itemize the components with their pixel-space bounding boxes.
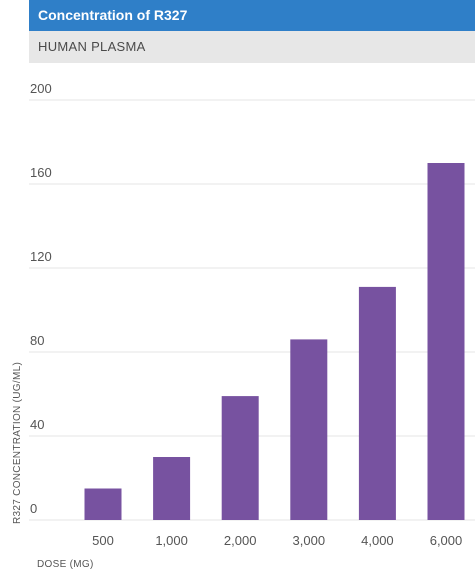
y-tick-label: 200 <box>30 81 52 96</box>
bar <box>290 339 328 520</box>
x-tick-label: 3,000 <box>293 533 326 548</box>
y-tick-label: 40 <box>30 417 44 432</box>
bar <box>427 163 465 520</box>
y-tick-label: 160 <box>30 165 52 180</box>
bar <box>221 396 259 520</box>
y-tick-label: 120 <box>30 249 52 264</box>
bar <box>153 457 191 520</box>
y-axis-label: R327 CONCENTRATION (UG/ML) <box>12 362 23 524</box>
y-tick-label: 0 <box>30 501 37 516</box>
bar <box>358 286 396 520</box>
x-tick-label: 6,000 <box>430 533 463 548</box>
x-tick-label: 500 <box>92 533 114 548</box>
chart-subtitle: HUMAN PLASMA <box>29 31 475 63</box>
bars <box>84 163 465 520</box>
y-tick-label: 80 <box>30 333 44 348</box>
x-axis-label: DOSE (MG) <box>37 559 94 570</box>
x-tick-label: 2,000 <box>224 533 257 548</box>
chart-title: Concentration of R327 <box>29 0 475 31</box>
x-tick-label: 1,000 <box>155 533 188 548</box>
y-tick-labels: 0 40 80 120 160 200 <box>30 81 52 516</box>
x-tick-labels: 500 1,000 2,000 3,000 4,000 6,000 <box>92 533 462 548</box>
bar <box>84 488 122 520</box>
x-tick-label: 4,000 <box>361 533 394 548</box>
